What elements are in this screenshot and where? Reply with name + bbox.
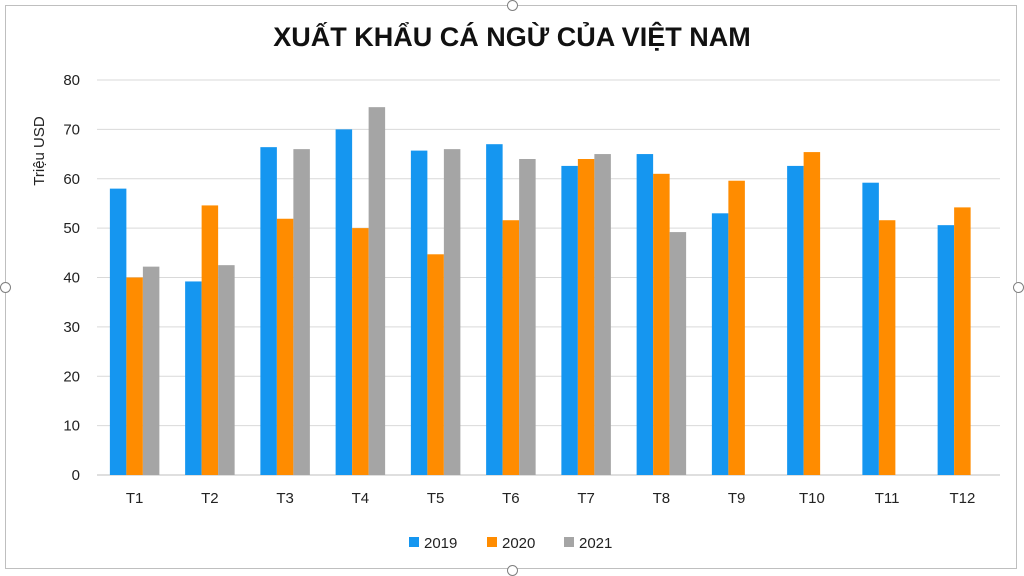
- bar-2020-T10: [803, 152, 821, 475]
- legend-item-2020: 2020: [487, 535, 535, 552]
- x-tick-label: T3: [276, 490, 294, 507]
- bar-2020-T1: [126, 277, 143, 475]
- y-axis-title: Triệu USD: [31, 116, 48, 186]
- x-tick-label: T10: [799, 490, 825, 507]
- legend-item-2021: 2021: [564, 535, 612, 552]
- bars: [109, 107, 971, 475]
- resize-handle-top[interactable]: [507, 0, 518, 11]
- bar-2019-T10: [787, 165, 804, 475]
- bar-2019-T7: [561, 165, 578, 475]
- bar-2020-T8: [653, 173, 670, 475]
- bar-2021-T2: [218, 265, 235, 475]
- y-tick-label: 10: [63, 418, 80, 435]
- legend-item-2019: 2019: [409, 535, 457, 552]
- chart-title: XUẤT KHẨU CÁ NGỪ CỦA VIỆT NAM: [273, 20, 750, 52]
- bar-2020-T3: [276, 218, 294, 475]
- y-tick-label: 40: [63, 270, 80, 287]
- bar-2019-T2: [185, 281, 202, 475]
- y-axis-ticks: 0 10 20 30 40 50 60 70 80: [63, 72, 80, 484]
- legend-label: 2020: [502, 535, 535, 552]
- x-axis-ticks: T1 T2 T3 T4 T5 T6 T7 T8 T9 T10 T11 T12: [126, 490, 975, 507]
- y-tick-label: 20: [63, 368, 80, 385]
- bar-2021-T5: [443, 149, 461, 475]
- legend-swatch: [409, 537, 419, 547]
- resize-handle-left[interactable]: [0, 282, 11, 293]
- x-tick-label: T4: [352, 490, 370, 507]
- bar-2020-T6: [502, 220, 520, 475]
- bar-2020-T4: [352, 228, 369, 475]
- y-tick-label: 0: [72, 467, 80, 484]
- legend-swatch: [564, 537, 574, 547]
- y-tick-label: 70: [63, 121, 80, 138]
- bar-2019-T8: [636, 154, 654, 475]
- bar-2020-T5: [427, 254, 444, 475]
- legend: 2019 2020 2021: [409, 535, 612, 552]
- bar-2019-T6: [486, 144, 503, 475]
- bar-2019-T1: [109, 188, 127, 475]
- bar-2021-T4: [368, 107, 386, 475]
- bar-2020-T9: [728, 180, 745, 475]
- bar-2019-T5: [410, 150, 428, 475]
- y-tick-label: 80: [63, 72, 80, 89]
- y-tick-label: 60: [63, 171, 80, 188]
- legend-swatch: [487, 537, 497, 547]
- bar-2019-T4: [335, 129, 353, 475]
- bar-2021-T7: [594, 154, 611, 475]
- bar-2021-T6: [519, 159, 536, 475]
- y-tick-label: 50: [63, 220, 80, 237]
- gridlines: [97, 79, 1000, 476]
- x-tick-label: T1: [126, 490, 144, 507]
- x-tick-label: T2: [201, 490, 219, 507]
- bar-2019-T11: [862, 182, 879, 475]
- bar-2019-T9: [711, 213, 729, 475]
- x-tick-label: T5: [427, 490, 445, 507]
- bar-2019-T12: [937, 225, 955, 475]
- bar-2020-T11: [878, 220, 896, 475]
- bar-2020-T2: [201, 205, 219, 475]
- x-tick-label: T12: [949, 490, 975, 507]
- legend-label: 2021: [579, 535, 612, 552]
- legend-label: 2019: [424, 535, 457, 552]
- bar-2021-T1: [142, 266, 160, 475]
- x-tick-label: T11: [875, 490, 900, 507]
- x-tick-label: T9: [728, 490, 746, 507]
- y-tick-label: 30: [63, 319, 80, 336]
- x-tick-label: T6: [502, 490, 520, 507]
- bar-2021-T3: [293, 149, 310, 475]
- bar-2020-T12: [954, 207, 971, 475]
- bar-2021-T8: [669, 232, 687, 475]
- bar-2020-T7: [577, 159, 595, 475]
- x-tick-label: T8: [653, 490, 671, 507]
- bar-2019-T3: [260, 147, 277, 475]
- x-tick-label: T7: [577, 490, 595, 507]
